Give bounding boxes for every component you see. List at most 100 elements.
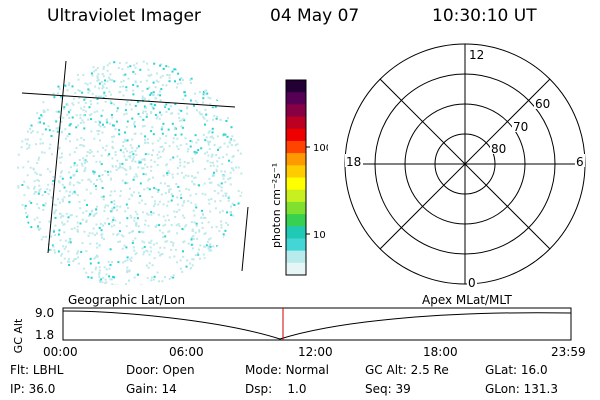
emission-pixel: [53, 229, 55, 232]
glon-field: GLon: 131.3: [485, 382, 558, 396]
emission-pixel: [130, 260, 133, 262]
emission-pixel: [116, 159, 119, 162]
emission-pixel: [133, 132, 136, 135]
emission-pixel: [72, 174, 75, 177]
emission-pixel: [100, 278, 103, 281]
emission-pixel: [176, 203, 179, 206]
emission-pixel: [141, 240, 144, 243]
emission-pixel: [62, 116, 65, 119]
emission-pixel: [196, 109, 198, 112]
emission-pixel: [87, 118, 90, 121]
emission-pixel: [215, 154, 218, 156]
emission-pixel: [133, 64, 136, 67]
emission-pixel: [83, 170, 86, 173]
emission-pixel: [66, 89, 69, 92]
lat-label-80: 80: [491, 142, 506, 156]
emission-pixel: [68, 183, 71, 186]
emission-pixel: [60, 97, 63, 100]
emission-pixel: [208, 202, 211, 205]
emission-pixel: [148, 86, 151, 89]
color-scale-tick-100: 100: [313, 143, 328, 154]
emission-pixel: [21, 203, 24, 206]
emission-pixel: [125, 125, 128, 128]
emission-pixel: [73, 258, 76, 261]
emission-pixel: [76, 168, 79, 171]
emission-pixel: [101, 73, 104, 75]
emission-pixel: [97, 73, 100, 76]
emission-pixel: [63, 196, 66, 199]
uv-image-disk: [17, 60, 249, 285]
emission-pixel: [240, 172, 243, 175]
emission-pixel: [71, 85, 74, 88]
emission-pixel: [161, 150, 164, 153]
glat-field: GLat: 16.0: [485, 363, 548, 377]
emission-pixel: [41, 194, 44, 197]
emission-pixel: [75, 147, 78, 150]
emission-pixel: [230, 214, 233, 216]
emission-pixel: [232, 154, 235, 157]
emission-pixel: [168, 191, 170, 193]
emission-pixel: [146, 62, 149, 65]
emission-pixel: [85, 188, 88, 191]
emission-pixel: [109, 278, 112, 281]
emission-pixel: [203, 168, 206, 170]
emission-pixel: [141, 158, 144, 161]
emission-pixel: [148, 178, 151, 180]
emission-pixel: [102, 195, 105, 198]
emission-pixel: [77, 78, 80, 81]
emission-pixel: [58, 190, 61, 193]
emission-pixel: [119, 149, 122, 152]
emission-pixel: [126, 120, 129, 123]
emission-pixel: [191, 247, 194, 250]
emission-pixel: [198, 229, 201, 232]
glat-value: 16.0: [520, 363, 548, 377]
emission-pixel: [220, 182, 223, 185]
emission-pixel: [202, 217, 205, 219]
emission-pixel: [204, 90, 206, 93]
emission-pixel: [171, 173, 174, 176]
emission-pixel: [121, 247, 124, 250]
emission-pixel: [34, 171, 37, 174]
emission-pixel: [65, 190, 68, 193]
emission-pixel: [134, 104, 137, 107]
emission-pixel: [209, 237, 212, 240]
emission-pixel: [113, 190, 116, 193]
emission-pixel: [96, 77, 99, 80]
emission-pixel: [63, 186, 66, 189]
emission-pixel: [219, 118, 222, 121]
emission-pixel: [145, 249, 148, 252]
emission-pixel: [121, 179, 124, 182]
emission-pixel: [155, 79, 158, 82]
emission-pixel: [158, 229, 161, 232]
emission-pixel: [229, 211, 232, 214]
emission-pixel: [134, 72, 137, 75]
emission-pixel: [193, 221, 196, 224]
emission-pixel: [216, 160, 219, 163]
emission-pixel: [191, 157, 194, 160]
emission-pixel: [100, 154, 103, 157]
emission-pixel: [171, 176, 174, 179]
emission-pixel: [233, 139, 236, 142]
glon-value: 131.3: [523, 382, 558, 396]
emission-pixel: [49, 170, 52, 173]
emission-pixel: [98, 123, 100, 126]
emission-pixel: [47, 125, 50, 128]
emission-pixel: [202, 91, 205, 93]
emission-pixel: [75, 126, 78, 129]
color-scale-band: [286, 250, 306, 264]
emission-pixel: [126, 269, 129, 272]
emission-pixel: [208, 130, 211, 133]
emission-pixel: [154, 97, 157, 100]
emission-pixel: [96, 79, 99, 82]
emission-pixel: [83, 145, 85, 148]
emission-pixel: [176, 145, 179, 148]
emission-pixel: [96, 110, 99, 113]
color-scale-band: [286, 177, 306, 191]
emission-pixel: [95, 68, 98, 71]
emission-pixel: [208, 249, 211, 252]
emission-pixel: [57, 128, 60, 131]
emission-pixel: [207, 96, 210, 99]
emission-pixel: [63, 106, 66, 109]
emission-pixel: [103, 93, 106, 96]
emission-pixel: [95, 242, 98, 245]
